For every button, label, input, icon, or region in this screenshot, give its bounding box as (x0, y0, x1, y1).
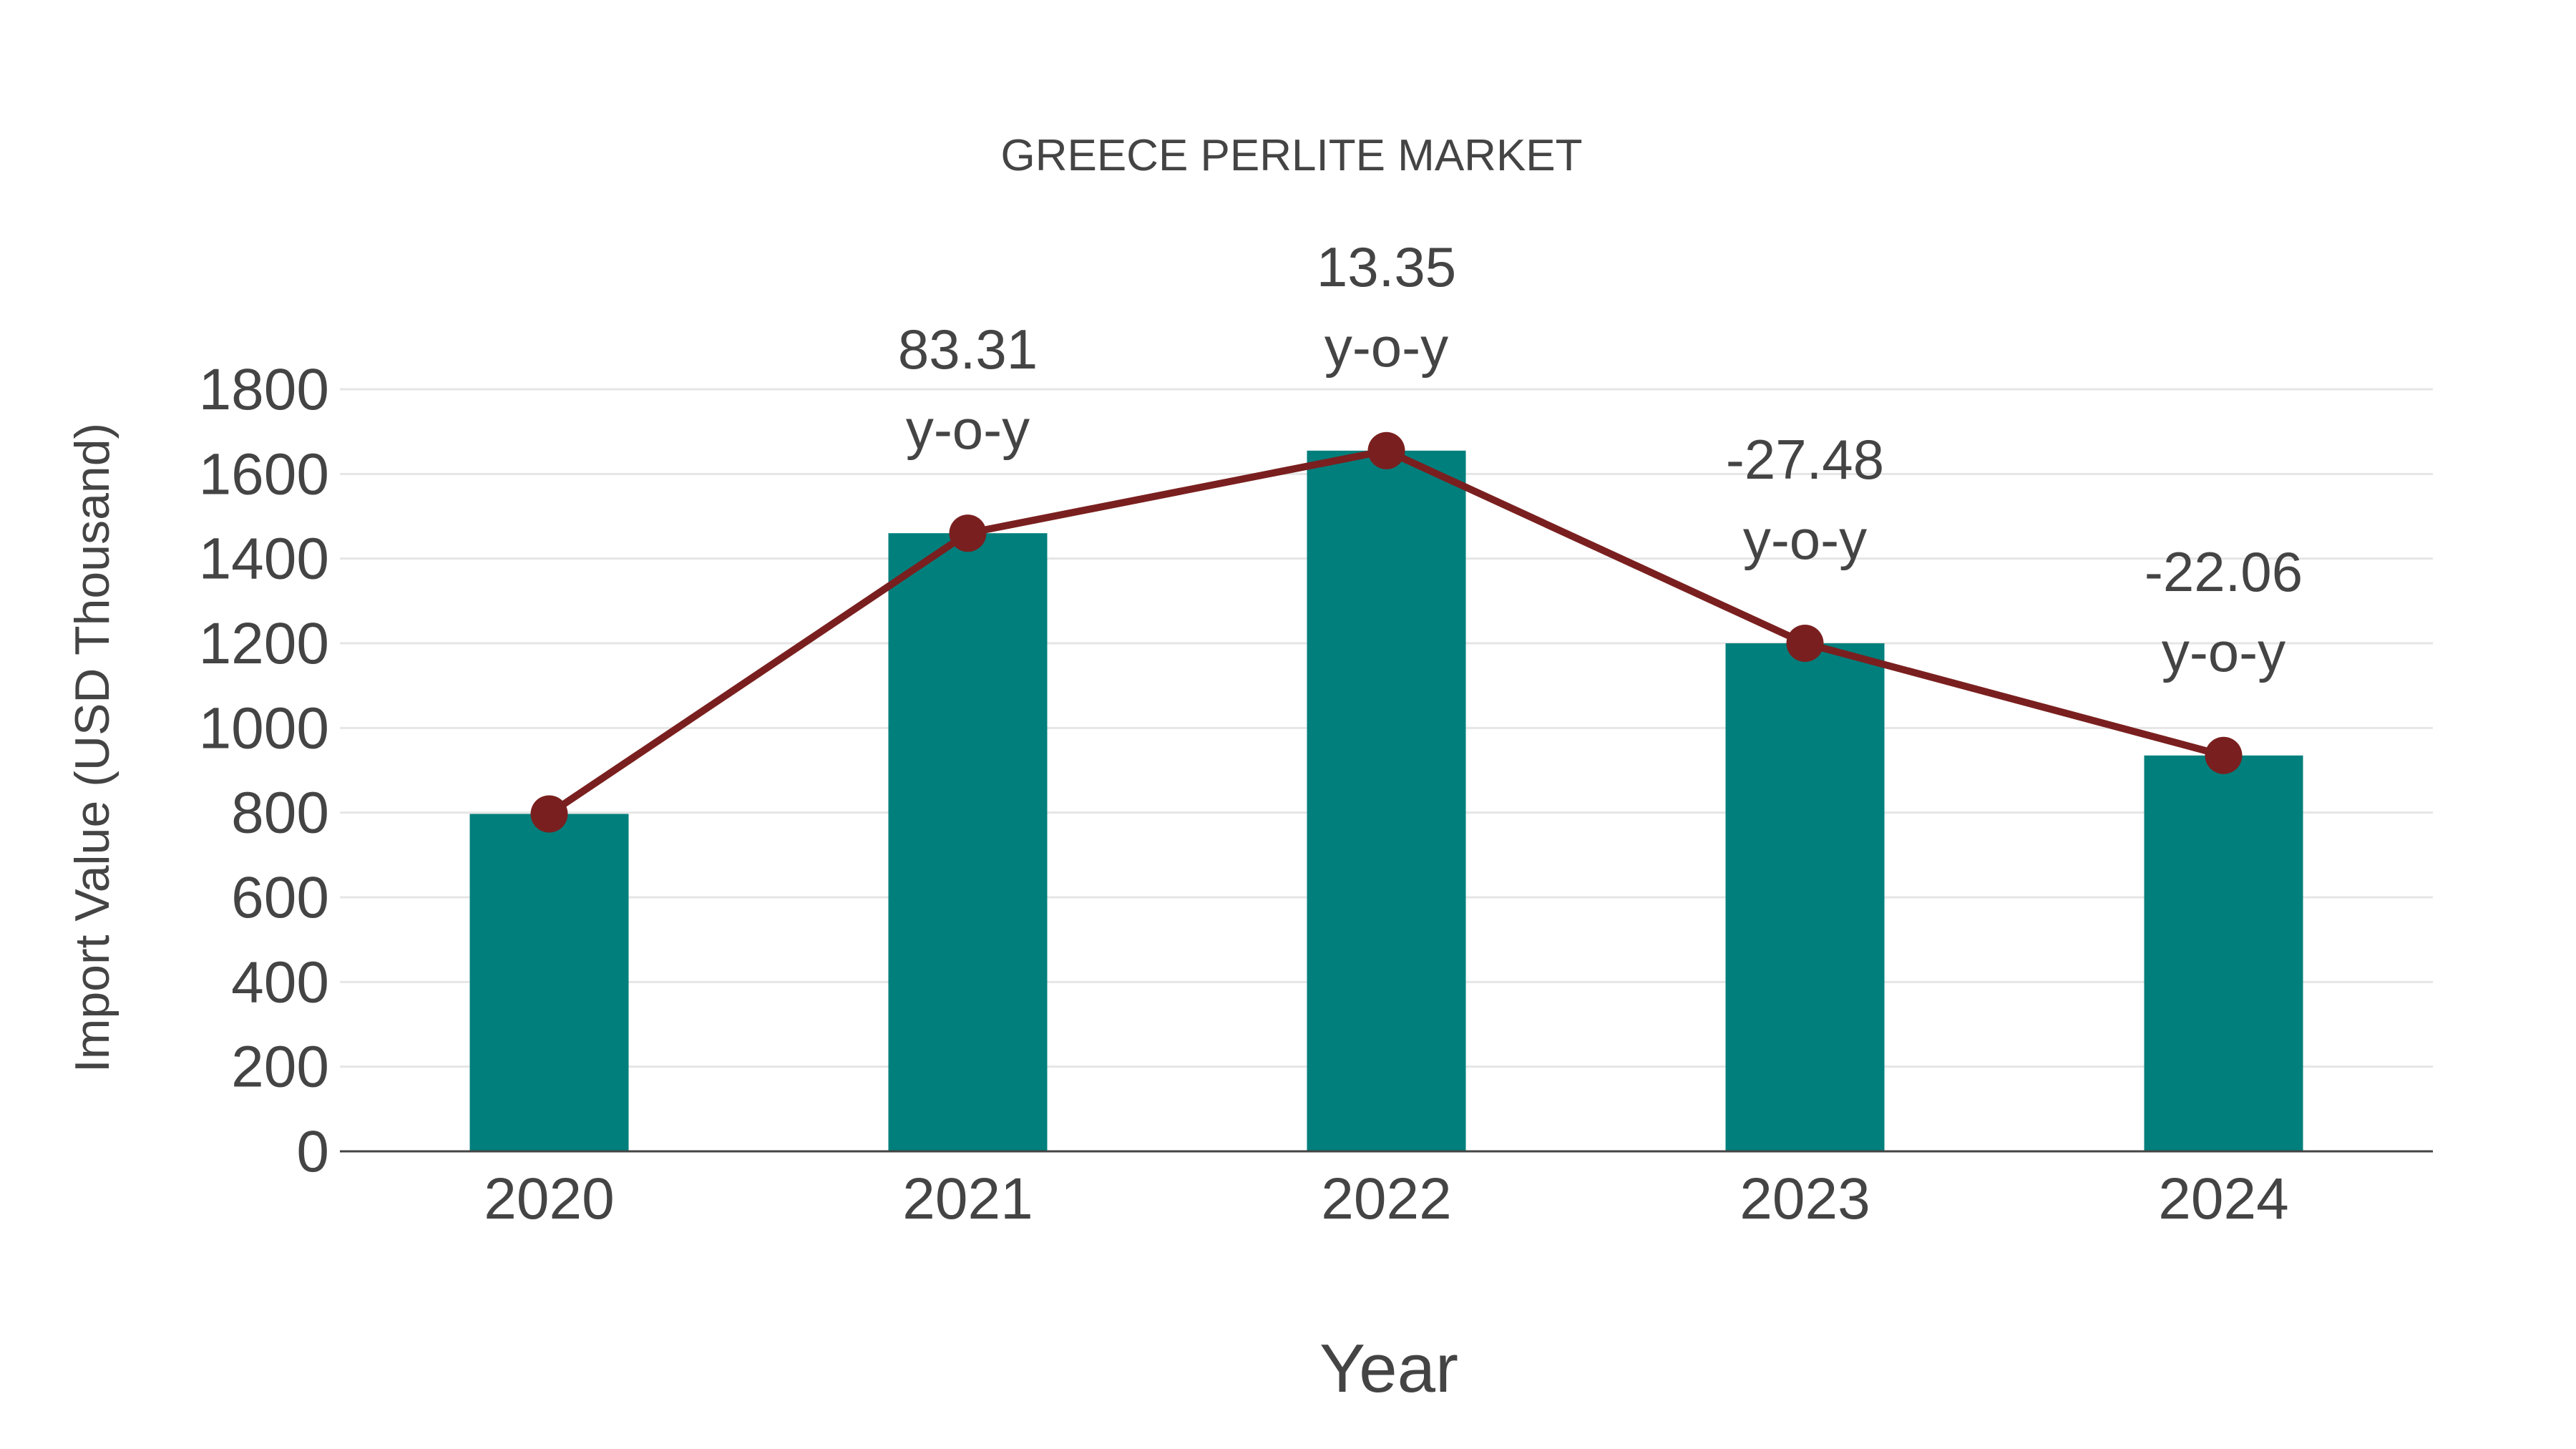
y-tick-label: 400 (231, 950, 329, 1015)
x-tick-label: 2020 (484, 1166, 614, 1231)
trend-line (530, 431, 2243, 833)
trend-marker (1786, 625, 1824, 662)
yoy-value: -22.06 (2145, 540, 2303, 603)
y-tick-label: 1600 (199, 441, 329, 507)
y-axis-ticks: 0 200 400 600 800 1000 1200 1400 1600 1800 (199, 357, 329, 1184)
y-tick-label: 1200 (199, 611, 329, 676)
bars (469, 450, 2303, 1151)
trend-marker (530, 795, 568, 833)
y-tick-label: 0 (296, 1119, 329, 1184)
x-tick-label: 2021 (902, 1166, 1033, 1231)
y-tick-label: 600 (231, 865, 329, 930)
y-tick-label: 200 (231, 1035, 329, 1100)
y-tick-label: 1400 (199, 527, 329, 592)
bar-2024 (2144, 755, 2303, 1151)
bar-2021 (888, 533, 1048, 1151)
yoy-value: 83.31 (898, 318, 1038, 381)
yoy-value: -27.48 (1726, 428, 1884, 491)
yoy-label: y-o-y (906, 398, 1030, 461)
y-axis-title: Import Value (USD Thousand) (65, 423, 119, 1073)
x-tick-label: 2022 (1321, 1166, 1451, 1231)
bar-2022 (1307, 450, 1466, 1151)
chart-title: GREECE PERLITE MARKET (1000, 131, 1582, 180)
x-tick-label: 2023 (1740, 1166, 1870, 1231)
trend-marker (2205, 736, 2243, 774)
yoy-label: y-o-y (1743, 508, 1867, 571)
x-tick-label: 2024 (2158, 1166, 2288, 1231)
yoy-label: y-o-y (1324, 316, 1448, 379)
bar-2020 (469, 814, 629, 1151)
yoy-label: y-o-y (2162, 620, 2285, 683)
y-tick-label: 800 (231, 781, 329, 846)
x-axis-ticks: 2020 2021 2022 2023 2024 (484, 1166, 2288, 1231)
y-tick-label: 1000 (199, 696, 329, 761)
yoy-value: 13.35 (1317, 235, 1456, 298)
y-tick-label: 1800 (199, 357, 329, 422)
trend-marker (1367, 431, 1405, 469)
yoy-annotations: 83.31 y-o-y 13.35 y-o-y -27.48 y-o-y -22.06 y-o… (898, 235, 2303, 683)
bar-2023 (1725, 643, 1885, 1151)
x-axis-title: Year (1319, 1330, 1458, 1407)
trend-marker (949, 514, 987, 552)
